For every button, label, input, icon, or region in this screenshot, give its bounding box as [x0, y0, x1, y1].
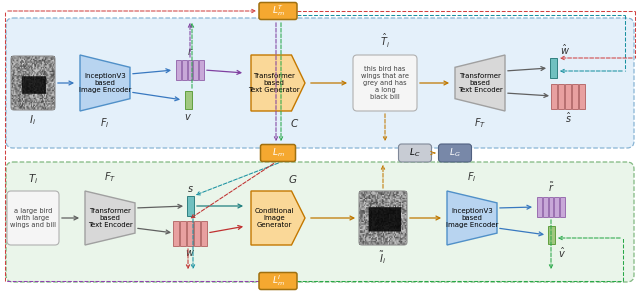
Text: Conditional
Image
Generator: Conditional Image Generator	[254, 208, 294, 228]
Text: $\hat{w}$: $\hat{w}$	[560, 43, 570, 57]
FancyBboxPatch shape	[193, 60, 198, 80]
Text: $F_I$: $F_I$	[100, 116, 109, 130]
FancyBboxPatch shape	[548, 197, 554, 217]
Text: this bird has
wings that are
grey and has
a long
black bill: this bird has wings that are grey and ha…	[361, 66, 409, 100]
Polygon shape	[447, 191, 497, 245]
Text: Transformer
based
Text Generator: Transformer based Text Generator	[248, 73, 300, 93]
Text: $L_m^I$: $L_m^I$	[271, 274, 284, 288]
Text: $L_G$: $L_G$	[449, 147, 461, 159]
Text: Transformer
based
Text Encoder: Transformer based Text Encoder	[88, 208, 132, 228]
Polygon shape	[455, 55, 505, 111]
FancyBboxPatch shape	[558, 84, 564, 108]
Polygon shape	[80, 55, 130, 111]
Text: Transformer
based
Text Encoder: Transformer based Text Encoder	[458, 73, 502, 93]
Polygon shape	[251, 55, 305, 111]
FancyBboxPatch shape	[260, 144, 296, 161]
FancyBboxPatch shape	[259, 272, 297, 289]
FancyBboxPatch shape	[6, 162, 634, 282]
FancyBboxPatch shape	[537, 197, 542, 217]
Text: $\hat{T}_i$: $\hat{T}_i$	[380, 32, 390, 50]
FancyBboxPatch shape	[173, 221, 179, 246]
FancyBboxPatch shape	[194, 221, 200, 246]
FancyBboxPatch shape	[201, 221, 207, 246]
Polygon shape	[251, 191, 305, 245]
Text: $\hat{s}$: $\hat{s}$	[564, 111, 572, 125]
Text: $I_i$: $I_i$	[29, 113, 36, 127]
FancyBboxPatch shape	[551, 84, 557, 108]
Text: $s$: $s$	[187, 184, 193, 194]
FancyBboxPatch shape	[184, 91, 191, 109]
FancyBboxPatch shape	[6, 18, 634, 148]
FancyBboxPatch shape	[176, 60, 181, 80]
Text: $C$: $C$	[291, 117, 300, 129]
Text: $L_m^T$: $L_m^T$	[271, 4, 284, 18]
FancyBboxPatch shape	[7, 191, 59, 245]
FancyBboxPatch shape	[572, 84, 578, 108]
FancyBboxPatch shape	[579, 84, 585, 108]
FancyBboxPatch shape	[259, 3, 297, 20]
Text: $F_T$: $F_T$	[474, 116, 486, 130]
FancyBboxPatch shape	[565, 84, 571, 108]
FancyBboxPatch shape	[547, 226, 554, 244]
Text: $w$: $w$	[185, 248, 195, 258]
Text: $r$: $r$	[187, 46, 193, 57]
FancyBboxPatch shape	[182, 60, 187, 80]
FancyBboxPatch shape	[543, 197, 548, 217]
Text: $\tilde{r}$: $\tilde{r}$	[548, 180, 554, 194]
Text: $\hat{v}$: $\hat{v}$	[558, 246, 566, 260]
Text: $L_C$: $L_C$	[409, 147, 420, 159]
Text: InceptionV3
based
Image Encoder: InceptionV3 based Image Encoder	[79, 73, 131, 93]
FancyBboxPatch shape	[188, 60, 193, 80]
FancyBboxPatch shape	[186, 196, 193, 216]
FancyBboxPatch shape	[353, 55, 417, 111]
Text: $F_I$: $F_I$	[467, 170, 477, 184]
FancyBboxPatch shape	[180, 221, 186, 246]
Text: $\tilde{I}_i$: $\tilde{I}_i$	[380, 249, 387, 266]
Text: $T_i$: $T_i$	[28, 172, 38, 186]
FancyBboxPatch shape	[199, 60, 204, 80]
FancyBboxPatch shape	[554, 197, 559, 217]
FancyBboxPatch shape	[550, 58, 557, 78]
FancyBboxPatch shape	[399, 144, 431, 162]
Text: $L_m$: $L_m$	[271, 147, 284, 159]
Text: $v$: $v$	[184, 112, 192, 122]
FancyBboxPatch shape	[438, 144, 472, 162]
Text: InceptionV3
based
Image Encoder: InceptionV3 based Image Encoder	[446, 208, 498, 228]
Text: a large bird
with large
wings and bill: a large bird with large wings and bill	[10, 208, 56, 228]
FancyBboxPatch shape	[560, 197, 565, 217]
FancyBboxPatch shape	[187, 221, 193, 246]
Polygon shape	[85, 191, 135, 245]
Text: $G$: $G$	[288, 173, 298, 185]
Text: $F_T$: $F_T$	[104, 170, 116, 184]
